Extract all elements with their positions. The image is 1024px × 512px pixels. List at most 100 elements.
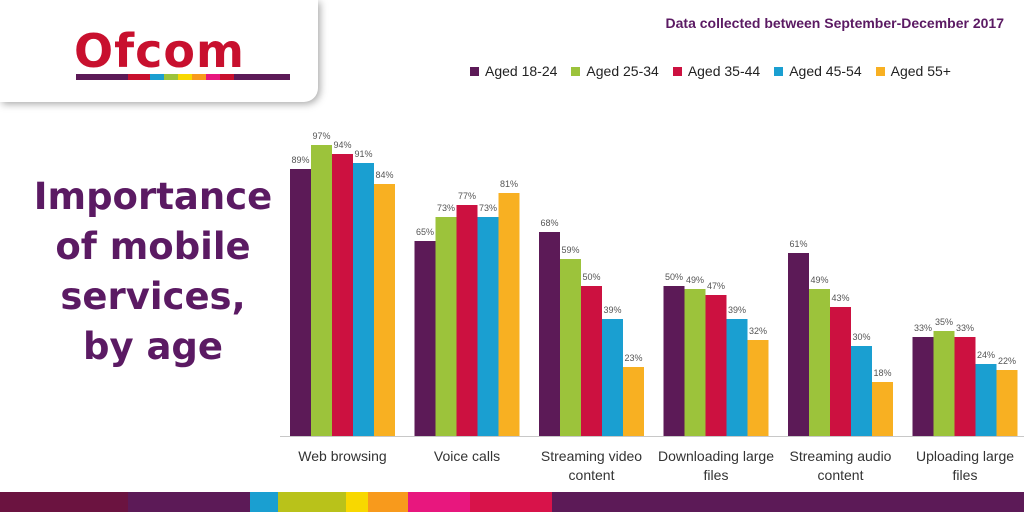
- data-label: 50%: [582, 272, 600, 282]
- data-label: 84%: [375, 170, 393, 180]
- bar: [374, 184, 395, 436]
- legend-swatch: [774, 66, 784, 76]
- category-label: content: [569, 467, 615, 483]
- data-label: 81%: [500, 179, 518, 189]
- data-label: 32%: [749, 326, 767, 336]
- bottom-stripe-segment: [346, 492, 368, 512]
- data-label: 30%: [852, 332, 870, 342]
- logo-stripe-segment: [150, 74, 164, 80]
- logo-stripe-segment: [192, 74, 206, 80]
- bar: [830, 307, 851, 436]
- data-label: 94%: [333, 140, 351, 150]
- bar: [705, 295, 727, 436]
- data-label: 68%: [540, 218, 558, 228]
- bar: [332, 154, 353, 436]
- legend-label: Aged 45-54: [789, 63, 862, 79]
- bar: [684, 289, 706, 436]
- bottom-stripe-segment: [0, 492, 128, 512]
- logo-stripe-segment: [178, 74, 192, 80]
- category-label: content: [818, 467, 864, 483]
- category-label: Streaming video: [541, 448, 642, 464]
- bar: [726, 319, 748, 436]
- chart-subtitle: Data collected between September-Decembe…: [665, 15, 1004, 31]
- bar: [788, 253, 809, 436]
- data-label: 61%: [789, 239, 807, 249]
- data-label: 97%: [312, 131, 330, 141]
- bar: [581, 286, 602, 436]
- bar: [975, 364, 997, 436]
- bottom-stripe-segment: [368, 492, 408, 512]
- data-label: 59%: [561, 245, 579, 255]
- bar: [498, 193, 520, 436]
- category-label: Streaming audio: [790, 448, 892, 464]
- data-label: 50%: [665, 272, 683, 282]
- title-line-1: Importance: [33, 175, 273, 218]
- data-label: 39%: [728, 305, 746, 315]
- data-label: 91%: [354, 149, 372, 159]
- legend-item: Aged 18-24: [470, 63, 557, 79]
- legend-label: Aged 35-44: [687, 63, 761, 79]
- data-label: 33%: [914, 323, 932, 333]
- category-label: Web browsing: [298, 448, 386, 464]
- legend-swatch: [571, 66, 581, 76]
- bar: [539, 232, 560, 436]
- data-label: 43%: [831, 293, 849, 303]
- title-line-3: services,: [60, 275, 246, 318]
- page-title: Importance of mobile services, by age: [20, 172, 286, 372]
- data-label: 23%: [624, 353, 642, 363]
- logo-stripe-segment: [234, 74, 290, 80]
- data-label: 49%: [686, 275, 704, 285]
- data-label: 47%: [707, 281, 725, 291]
- title-line-2: of mobile: [55, 225, 251, 268]
- category-label: Downloading large: [658, 448, 774, 464]
- logo-stripe-segment: [128, 74, 150, 80]
- legend-item: Aged 45-54: [774, 63, 862, 79]
- legend-label: Aged 18-24: [485, 63, 558, 79]
- data-label: 24%: [977, 350, 995, 360]
- bar: [954, 337, 976, 436]
- bottom-stripe-segment: [128, 492, 250, 512]
- category-label: Uploading large: [916, 448, 1014, 464]
- legend-label: Aged 25-34: [586, 63, 659, 79]
- bar: [311, 145, 332, 436]
- logo-stripe-segment: [164, 74, 178, 80]
- data-label: 73%: [479, 203, 497, 213]
- data-label: 18%: [873, 368, 891, 378]
- bar: [290, 169, 311, 436]
- data-label: 35%: [935, 317, 953, 327]
- legend-swatch: [672, 66, 682, 76]
- bar: [872, 382, 893, 436]
- legend-item: Aged 55+: [875, 63, 951, 79]
- bar: [456, 205, 478, 436]
- logo-stripe-segment: [206, 74, 220, 80]
- bar: [353, 163, 374, 436]
- bottom-stripe-segment: [470, 492, 552, 512]
- chart-legend: Aged 18-24 Aged 25-34 Aged 35-44 Aged 45-54…: [470, 63, 951, 79]
- bar: [851, 346, 872, 436]
- data-label: 77%: [458, 191, 476, 201]
- legend-swatch: [875, 66, 885, 76]
- bar: [623, 367, 644, 436]
- data-label: 39%: [603, 305, 621, 315]
- bar: [560, 259, 581, 436]
- data-label: 33%: [956, 323, 974, 333]
- category-label: files: [704, 467, 729, 483]
- bar: [809, 289, 830, 436]
- bar: [414, 241, 436, 436]
- logo-stripe-segment: [220, 74, 234, 80]
- bar-chart: 89% 97%94%91% 84% Web browsing 65% 73%77%73% 8…: [280, 131, 1024, 483]
- data-label: 22%: [998, 356, 1016, 366]
- bar: [435, 217, 457, 436]
- category-label: Voice calls: [434, 448, 500, 464]
- bar: [912, 337, 934, 436]
- logo-stripe-segment: [76, 74, 128, 80]
- ofcom-logo: Ofcom: [74, 24, 245, 78]
- logo-card: Ofcom: [0, 0, 318, 102]
- category-label: files: [953, 467, 978, 483]
- bottom-stripe-segment: [278, 492, 346, 512]
- bar: [996, 370, 1018, 436]
- data-label: 65%: [416, 227, 434, 237]
- bottom-stripe-segment: [408, 492, 470, 512]
- bar: [663, 286, 685, 436]
- bar: [747, 340, 769, 436]
